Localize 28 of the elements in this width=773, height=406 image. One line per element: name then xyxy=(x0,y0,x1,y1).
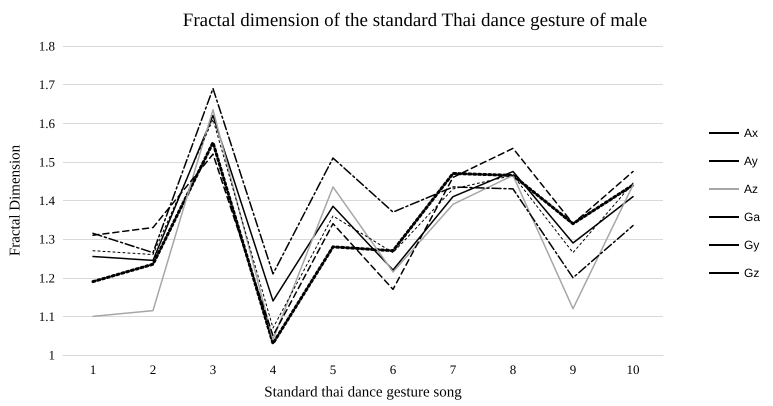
legend-label: Gz xyxy=(744,266,760,280)
x-tick-label: 3 xyxy=(210,362,216,377)
x-tick-label: 9 xyxy=(570,362,576,377)
legend-label: Az xyxy=(744,182,758,196)
x-tick-label: 5 xyxy=(330,362,336,377)
x-axis-title: Standard thai dance gesture song xyxy=(264,384,462,400)
y-tick-label: 1.5 xyxy=(38,154,55,170)
legend-label: Ax xyxy=(744,126,758,140)
y-tick-label: 1 xyxy=(48,348,55,362)
x-tick-label: 4 xyxy=(270,362,277,377)
x-tick-label: 1 xyxy=(90,362,96,377)
legend-label: Gy xyxy=(744,238,760,252)
y-tick-label: 1.7 xyxy=(38,77,56,92)
y-tick-label: 1.6 xyxy=(38,116,56,131)
y-tick-label: 1.1 xyxy=(38,308,55,324)
legend-label: Ay xyxy=(744,154,758,168)
y-tick-label: 1.2 xyxy=(38,270,55,286)
x-tick-label: 8 xyxy=(510,362,516,377)
x-tick-label: 10 xyxy=(626,362,640,377)
legend-label: Ga xyxy=(744,210,760,224)
y-tick-label: 1.3 xyxy=(38,232,55,247)
x-tick-label: 2 xyxy=(150,362,156,377)
x-tick-label: 6 xyxy=(390,362,397,377)
y-tick-label: 1.4 xyxy=(38,193,56,208)
y-axis-title: Fractal Dimension xyxy=(8,144,24,256)
x-tick-label: 7 xyxy=(450,362,457,377)
chart-title: Fractal dimension of the standard Thai dance gesture of male xyxy=(182,10,648,31)
y-tick-label: 1.8 xyxy=(38,38,55,54)
